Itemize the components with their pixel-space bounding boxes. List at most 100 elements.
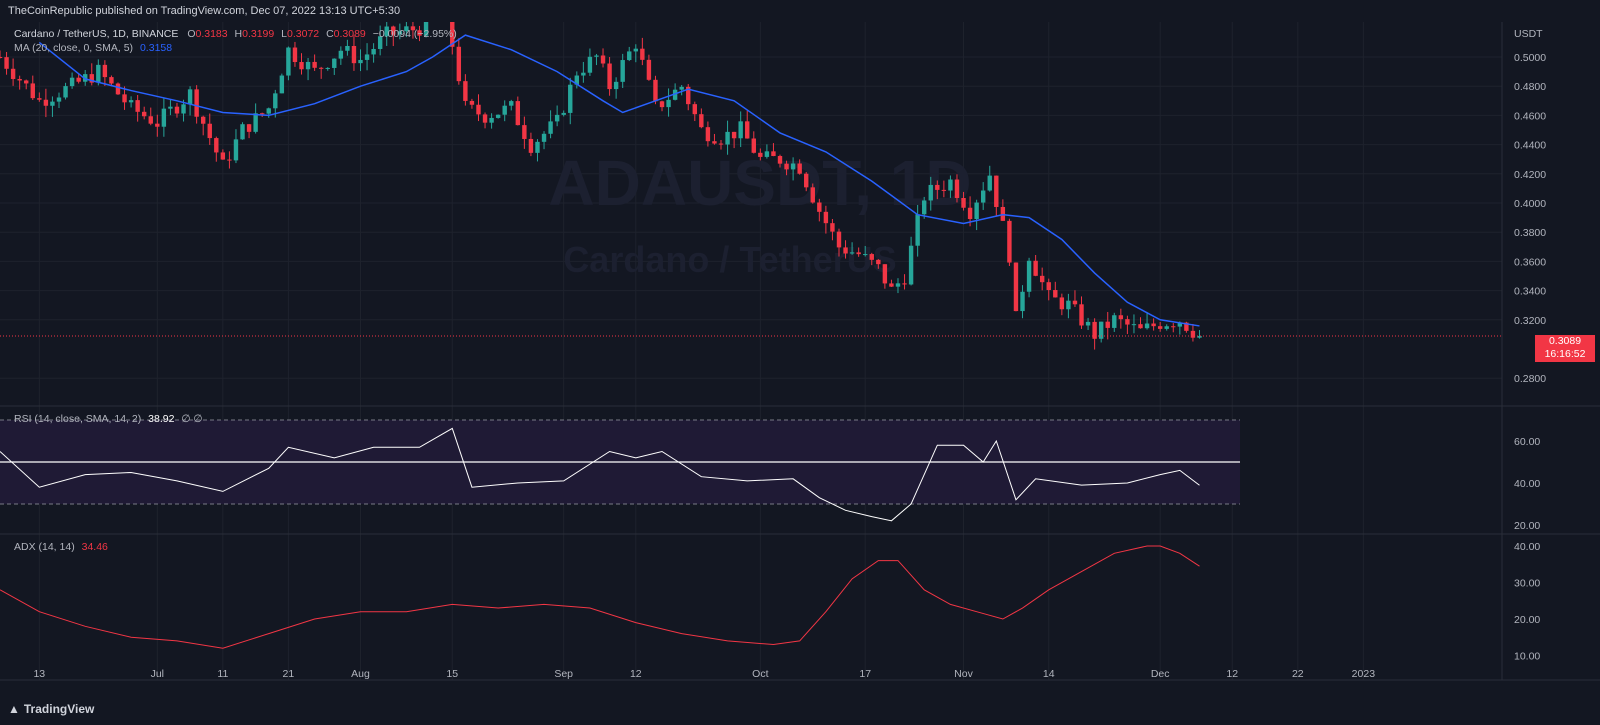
tradingview-brand: TradingView (23, 702, 95, 716)
high-label: H (234, 28, 243, 40)
candle-body (1033, 260, 1038, 276)
candle-body (351, 45, 357, 64)
candle-body (325, 67, 330, 69)
candle-body (1190, 330, 1196, 338)
candle-body (1085, 321, 1091, 326)
candle-body (168, 106, 173, 109)
candle-body (1125, 319, 1130, 325)
candle-body (377, 36, 383, 49)
candle-body (1138, 324, 1143, 329)
candle-body (1046, 282, 1051, 291)
candle-body (659, 101, 665, 108)
candle-body (935, 184, 940, 190)
candle-body (1026, 260, 1032, 292)
candle-body (790, 163, 796, 170)
candle-body (758, 152, 763, 157)
candle-body (928, 184, 933, 201)
candle-body (122, 94, 127, 103)
candle-body (109, 77, 114, 84)
candle-body (587, 56, 593, 73)
candle-body (568, 84, 573, 113)
tradingview-icon: ▲ (8, 702, 20, 716)
grid (0, 22, 1600, 681)
candle-body (69, 77, 75, 87)
main-legend[interactable]: Cardano / TetherUS, 1D, BINANCE O0.3183 … (14, 28, 457, 40)
close-value: 0.3089 (333, 28, 366, 40)
last-price-tag: 0.3089 16:16:52 (1535, 335, 1595, 362)
candle-body (253, 113, 258, 132)
ma-value: 0.3158 (139, 42, 173, 54)
time-axis-tick: Aug (351, 668, 370, 680)
candle-body (495, 114, 501, 118)
candle-body (718, 143, 724, 145)
adx-scale-tick: 20.00 (1514, 614, 1540, 626)
candle-body (541, 133, 547, 142)
candle-body (187, 89, 193, 105)
price-scale-tick: 0.4800 (1514, 81, 1546, 93)
candle-body (902, 283, 907, 285)
candle-body (338, 50, 344, 59)
candle-body (784, 163, 789, 170)
price-scale-tick: 0.4400 (1514, 140, 1546, 152)
candle-body (679, 86, 684, 90)
close-label: C (326, 28, 334, 40)
candle-body (174, 106, 180, 114)
candle-body (397, 31, 403, 35)
candle-body (581, 72, 586, 76)
ma-line (0, 34, 1502, 337)
candle-body (869, 254, 874, 260)
candle-body (279, 75, 285, 94)
candle-body (1164, 326, 1169, 329)
candle-body (994, 175, 999, 207)
publish-info: TheCoinRepublic published on TradingView… (8, 5, 401, 17)
candle-body (128, 100, 134, 103)
candle-body (731, 131, 737, 139)
ma-legend[interactable]: MA (20, close, 0, SMA, 5) 0.3158 (14, 42, 172, 54)
candle-body (764, 151, 770, 157)
candle-body (1039, 275, 1045, 283)
time-axis[interactable]: 13 Jul 11 21 Aug 15 Sep 12 Oct 17 Nov 14 Dec 12 22 2023 (33, 668, 1375, 680)
candle-body (364, 54, 370, 60)
candle-body (692, 104, 697, 115)
time-axis-tick: 11 (217, 668, 228, 680)
price-scale-tick: 0.5000 (1514, 52, 1546, 64)
candle-body (1151, 323, 1156, 327)
candle-body (882, 264, 888, 284)
time-axis-tick: Jul (151, 668, 164, 680)
candle-body (450, 5, 455, 47)
price-scale-tick: 0.3800 (1514, 227, 1546, 239)
candle-body (600, 55, 606, 64)
low-label: L (281, 28, 288, 40)
rsi-label: RSI (14, close, SMA, 14, 2) (14, 413, 142, 425)
candle-body (1112, 315, 1117, 328)
candle-body (613, 81, 619, 90)
candle-body (200, 116, 206, 124)
candle-body (259, 113, 265, 115)
candle-body (889, 283, 894, 287)
rsi-legend[interactable]: RSI (14, close, SMA, 14, 2) 38.92 ∅ ∅ (14, 413, 203, 425)
adx-line (0, 545, 1200, 649)
candle-body (738, 121, 743, 139)
price-scale-tick: 0.3200 (1514, 315, 1546, 327)
candle-body (220, 152, 226, 160)
candle-body (456, 46, 462, 82)
candle-body (135, 100, 140, 112)
time-axis-tick: Dec (1151, 668, 1170, 680)
candle-body (836, 231, 842, 248)
candle-body (1059, 297, 1065, 310)
candle-body (594, 55, 599, 57)
tradingview-logo[interactable]: ▲ TradingView (8, 702, 94, 716)
candle-body (305, 61, 311, 70)
candle-body (745, 121, 750, 139)
price-scale-tick: 0.2800 (1514, 373, 1546, 385)
candle-body (233, 139, 239, 161)
candle-body (1177, 322, 1183, 327)
adx-legend[interactable]: ADX (14, 14) 34.46 (14, 541, 108, 553)
candle-body (607, 63, 612, 90)
candle-body (417, 30, 422, 36)
footer: ▲ TradingView (0, 697, 1600, 725)
candle-body (161, 108, 167, 127)
candle-body (777, 156, 783, 164)
